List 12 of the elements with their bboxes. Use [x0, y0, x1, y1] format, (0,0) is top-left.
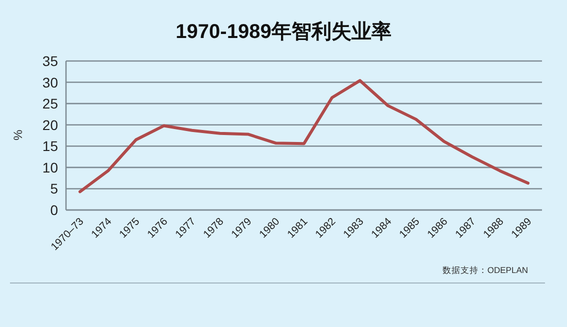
- y-tick-label: 0: [50, 202, 58, 218]
- y-axis-title: %: [11, 129, 25, 140]
- y-tick-label: 35: [42, 53, 58, 69]
- y-tick-label: 20: [42, 116, 58, 133]
- chart-title: 1970-1989年智利失业率: [176, 20, 392, 43]
- text: 数据支持：ODEPLAN: [442, 265, 528, 275]
- y-tick-label: 30: [42, 74, 58, 90]
- y-tick-label: 5: [50, 180, 58, 197]
- line-series: [78, 79, 530, 194]
- y-tick-label: 10: [42, 159, 58, 176]
- y-tick-label: 25: [42, 96, 58, 112]
- y-tick-label: 15: [42, 138, 58, 154]
